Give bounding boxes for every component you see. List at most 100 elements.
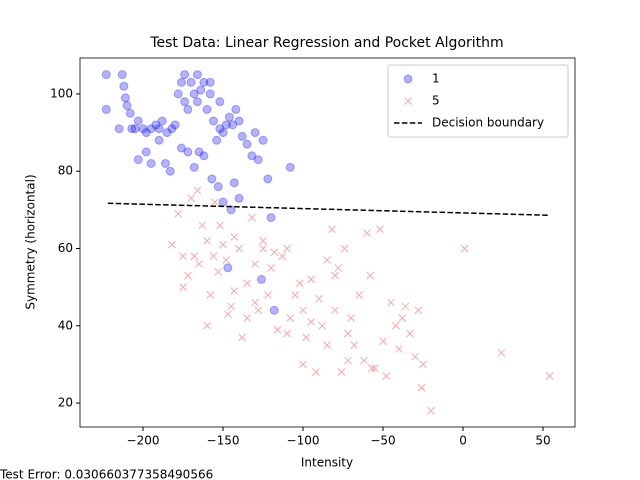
point (401, 302, 410, 311)
point (229, 178, 239, 188)
point (254, 306, 263, 315)
point (419, 360, 427, 369)
legend-label: 5 (432, 94, 440, 108)
point (340, 244, 349, 253)
point (114, 124, 124, 134)
point (187, 194, 195, 203)
point (183, 147, 193, 157)
chart-title: Test Data: Linear Regression and Pocket … (149, 35, 503, 51)
point (243, 314, 251, 322)
point (235, 244, 243, 253)
point (202, 104, 212, 114)
y-tick-label: 40 (58, 318, 73, 332)
point (375, 225, 384, 234)
point (117, 70, 127, 80)
point (146, 158, 156, 168)
point (406, 329, 415, 338)
point (395, 345, 403, 353)
point (162, 128, 172, 138)
point (199, 77, 209, 87)
point (173, 89, 183, 99)
point (195, 260, 203, 268)
point (311, 368, 320, 376)
point (192, 70, 202, 80)
point (278, 252, 287, 261)
point (359, 356, 368, 365)
point (302, 333, 311, 342)
point (270, 248, 279, 257)
point (228, 120, 238, 130)
point (222, 256, 231, 264)
point (331, 271, 339, 280)
point (247, 213, 256, 222)
point (227, 302, 235, 311)
point (146, 124, 156, 134)
point (234, 116, 244, 126)
point (223, 263, 233, 273)
point (221, 120, 231, 130)
point (138, 124, 148, 134)
point (291, 291, 299, 299)
y-axis-label: Symmetry (horizontal) (24, 174, 38, 309)
point (286, 314, 295, 322)
point (355, 291, 363, 299)
point (295, 279, 304, 288)
annotation: Test Error: 0.030660377358490566 (0, 468, 213, 480)
point (230, 287, 239, 295)
point (183, 104, 193, 114)
point (176, 77, 186, 87)
point (234, 193, 244, 203)
point (211, 198, 219, 206)
legend-label: Decision boundary (432, 116, 544, 130)
point (231, 104, 241, 114)
point (258, 135, 268, 145)
point (273, 325, 282, 334)
point (251, 260, 259, 268)
x-tick-label: −100 (287, 434, 320, 448)
point (215, 97, 225, 107)
point (167, 124, 177, 134)
point (213, 182, 223, 192)
point (192, 97, 202, 107)
point (218, 197, 228, 207)
x-tick-label: −50 (370, 434, 395, 448)
point (208, 116, 218, 126)
point (180, 70, 190, 80)
point (391, 321, 400, 330)
point (283, 244, 291, 253)
point (387, 298, 395, 307)
point (189, 162, 199, 172)
point (193, 186, 202, 195)
x-tick-label: 50 (535, 434, 550, 448)
point (382, 372, 391, 380)
legend-marker (404, 97, 412, 105)
point (170, 120, 180, 130)
point (165, 166, 175, 176)
point (151, 120, 161, 130)
point (238, 333, 247, 342)
point (133, 155, 143, 165)
point (263, 174, 273, 184)
y-tick-label: 60 (58, 241, 73, 255)
point (411, 352, 419, 361)
point (196, 85, 206, 95)
point (141, 147, 151, 157)
point (157, 116, 167, 126)
point (327, 225, 336, 234)
point (205, 77, 215, 87)
point (203, 321, 211, 330)
point (218, 128, 228, 138)
point (101, 70, 111, 80)
point (398, 314, 407, 322)
point (154, 135, 164, 145)
point (366, 271, 375, 280)
y-tick-label: 100 (50, 86, 73, 100)
point (174, 209, 183, 218)
point (259, 244, 267, 253)
point (194, 147, 204, 157)
point (315, 294, 323, 303)
point (259, 236, 267, 245)
legend-label: 1 (432, 72, 440, 86)
point (179, 252, 187, 261)
point (331, 306, 339, 315)
